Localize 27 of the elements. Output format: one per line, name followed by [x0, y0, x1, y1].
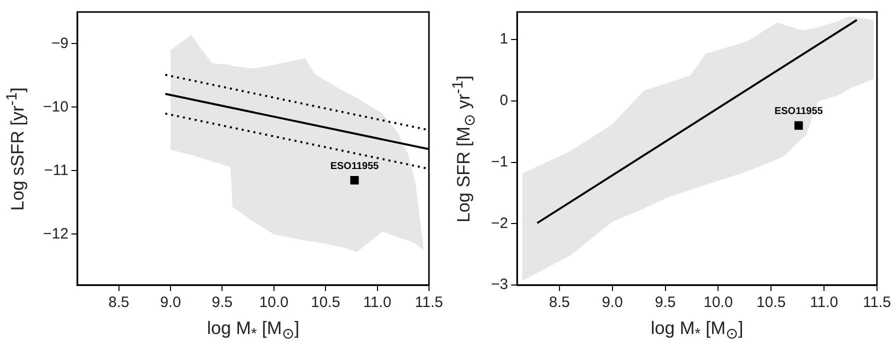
y-tick-label: −10 — [42, 98, 68, 116]
y-tick-label: 0 — [500, 92, 508, 110]
y-tick-label: 1 — [500, 30, 508, 48]
y-tick-label: −11 — [44, 162, 68, 179]
annotation: ESO11955 — [774, 106, 824, 118]
annotation: ESO11955 — [330, 160, 380, 172]
x-tick-label: 8.5 — [108, 294, 130, 312]
y-tick-label: −1 — [490, 153, 508, 170]
x-tick-label: 11.0 — [363, 294, 392, 312]
x-tick-label: 11.0 — [810, 294, 838, 312]
x-tick-label: 11.5 — [862, 294, 892, 312]
x-tick-label: 10.0 — [704, 294, 733, 312]
y-tick-label: −3 — [490, 276, 508, 294]
x-tick-label: 11.5 — [414, 294, 444, 312]
x-tick-label: 10.5 — [756, 294, 786, 312]
x-tick-label: 9.0 — [160, 294, 181, 312]
x-axis-title: log M$_{*}$ [M$_{⊙}$] — [650, 318, 744, 343]
x-tick-label: 10.0 — [259, 294, 288, 312]
y-tick-label: −12 — [42, 225, 68, 242]
x-tick-label: 9.0 — [602, 294, 623, 312]
y-tick-label: −2 — [490, 214, 508, 232]
x-tick-label: 10.5 — [310, 294, 340, 312]
x-axis-title: log M$_{*}$ [M$_{⊙}$] — [206, 318, 300, 343]
x-tick-label: 9.5 — [654, 294, 676, 312]
x-tick-label: 8.5 — [549, 294, 570, 312]
y-tick-label: −9 — [51, 34, 68, 52]
x-tick-label: 9.5 — [212, 294, 233, 312]
